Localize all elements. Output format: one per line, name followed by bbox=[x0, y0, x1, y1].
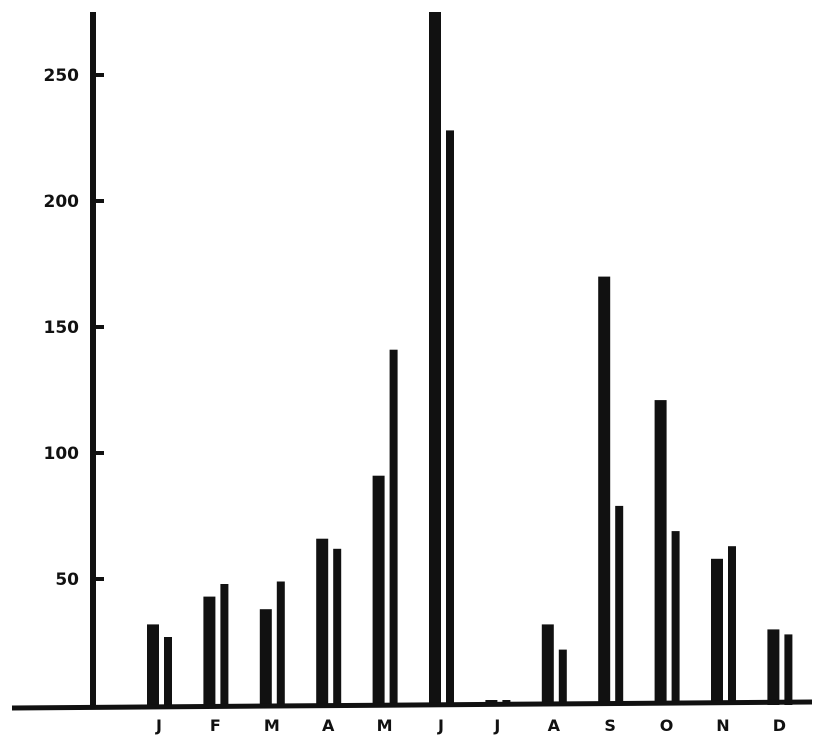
bar-2-series-2 bbox=[220, 584, 229, 705]
y-tick-label: 100 bbox=[44, 444, 80, 464]
y-tick-label: 150 bbox=[44, 318, 80, 338]
y-tick-label: 250 bbox=[44, 66, 80, 86]
x-tick-label: M bbox=[377, 716, 393, 735]
bar-3-series-1 bbox=[259, 609, 272, 705]
x-tick-label: O bbox=[660, 716, 674, 735]
bar-8-series-1 bbox=[541, 624, 554, 705]
bar-5-series-1 bbox=[372, 475, 385, 705]
bar-6-series-2 bbox=[446, 130, 454, 705]
x-tick-label: J bbox=[437, 716, 444, 735]
x-tick-label: J bbox=[155, 716, 162, 735]
bars-group bbox=[147, 12, 793, 705]
bar-4-series-2 bbox=[333, 548, 342, 705]
bar-10-series-2 bbox=[671, 531, 680, 705]
x-tick-label: M bbox=[264, 716, 280, 735]
bar-6-series-1 bbox=[429, 12, 441, 705]
bar-5-series-2 bbox=[389, 349, 398, 705]
x-axis bbox=[11, 699, 813, 711]
bar-12-series-1 bbox=[767, 629, 780, 705]
bar-9-series-2 bbox=[615, 505, 624, 705]
x-tick-label: F bbox=[210, 716, 221, 735]
x-tick-label: A bbox=[548, 716, 561, 735]
bar-1-series-1 bbox=[147, 624, 159, 705]
bar-8-series-2 bbox=[558, 649, 567, 705]
bar-11-series-1 bbox=[711, 558, 723, 705]
bar-11-series-2 bbox=[728, 546, 736, 705]
x-tick-label: J bbox=[493, 716, 500, 735]
bar-3-series-2 bbox=[276, 581, 285, 705]
x-tick-label: N bbox=[716, 716, 729, 735]
bar-2-series-1 bbox=[203, 596, 216, 705]
y-ticks-group: 50 100 150 200 250 bbox=[44, 66, 104, 590]
x-tick-label: A bbox=[322, 716, 335, 735]
bar-9-series-1 bbox=[598, 276, 611, 705]
bar-10-series-1 bbox=[654, 400, 667, 705]
bar-1-series-2 bbox=[164, 637, 172, 705]
y-tick-label: 50 bbox=[55, 570, 79, 590]
bar-12-series-2 bbox=[784, 634, 793, 705]
x-tick-label: D bbox=[773, 716, 786, 735]
x-tick-label: S bbox=[604, 716, 616, 735]
y-tick-label: 200 bbox=[44, 192, 80, 212]
bar-4-series-1 bbox=[316, 538, 329, 705]
